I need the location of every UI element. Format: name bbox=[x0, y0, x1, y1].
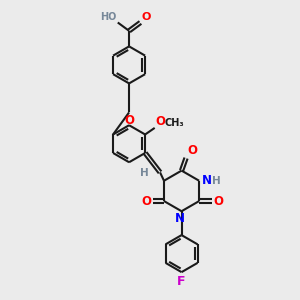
Text: O: O bbox=[213, 195, 223, 208]
Text: H: H bbox=[140, 168, 149, 178]
Text: N: N bbox=[202, 174, 212, 187]
Text: H: H bbox=[212, 176, 220, 186]
Text: O: O bbox=[141, 195, 152, 208]
Text: O: O bbox=[124, 114, 134, 127]
Text: N: N bbox=[176, 212, 185, 225]
Text: HO: HO bbox=[100, 12, 117, 22]
Text: F: F bbox=[177, 274, 186, 287]
Text: O: O bbox=[156, 115, 166, 128]
Text: O: O bbox=[142, 12, 151, 22]
Text: O: O bbox=[187, 144, 197, 157]
Text: CH₃: CH₃ bbox=[164, 118, 184, 128]
